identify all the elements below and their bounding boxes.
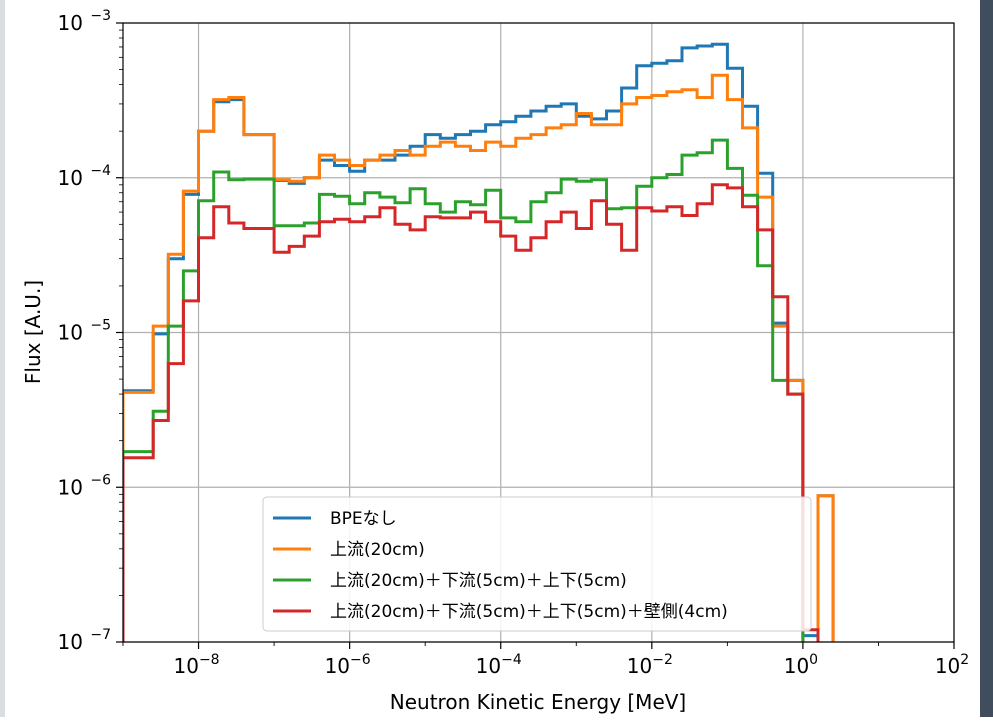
y-tick-exponent: −5 — [90, 318, 111, 334]
series-line — [123, 42, 835, 642]
x-tick-label: 10−2 — [627, 652, 673, 678]
y-axis-label: Flux [A.U.] — [21, 280, 45, 384]
x-tick-label: 10−6 — [325, 652, 371, 678]
y-tick-exponent: −3 — [90, 8, 111, 24]
x-tick-label: 102 — [935, 652, 969, 678]
y-tick-exponent: −4 — [90, 163, 111, 179]
legend-label: 上流(20cm)＋下流(5cm)＋上下(5cm)＋壁側(4cm) — [330, 602, 728, 622]
series-group — [123, 42, 835, 642]
series-line — [123, 183, 820, 642]
y-tick-exponent: −6 — [90, 472, 111, 488]
x-tick-label: 10−4 — [476, 652, 522, 678]
legend-label: BPEなし — [330, 509, 397, 529]
axis-ticks: 10−8 10−6 10−4 10−2 100 10210−710−610−510−410… — [58, 8, 970, 678]
legend-box — [262, 496, 812, 632]
y-tick-exponent: −7 — [90, 627, 111, 643]
x-tick-label: 100 — [784, 652, 818, 678]
y-tick-label: 10 — [58, 321, 83, 345]
series-line — [123, 138, 805, 642]
window-left-edge — [0, 0, 5, 717]
x-axis-label: Neutron Kinetic Energy [MeV] — [390, 690, 686, 714]
series-line — [123, 73, 835, 642]
y-tick-label: 10 — [58, 166, 83, 190]
y-tick-label: 10 — [58, 11, 83, 35]
window-right-edge — [980, 0, 993, 717]
legend-label: 上流(20cm)＋下流(5cm)＋上下(5cm) — [330, 571, 627, 591]
y-tick-label: 10 — [58, 475, 83, 499]
x-tick-label: 10−8 — [173, 652, 219, 678]
y-tick-label: 10 — [58, 630, 83, 654]
legend-label: 上流(20cm) — [330, 540, 425, 560]
